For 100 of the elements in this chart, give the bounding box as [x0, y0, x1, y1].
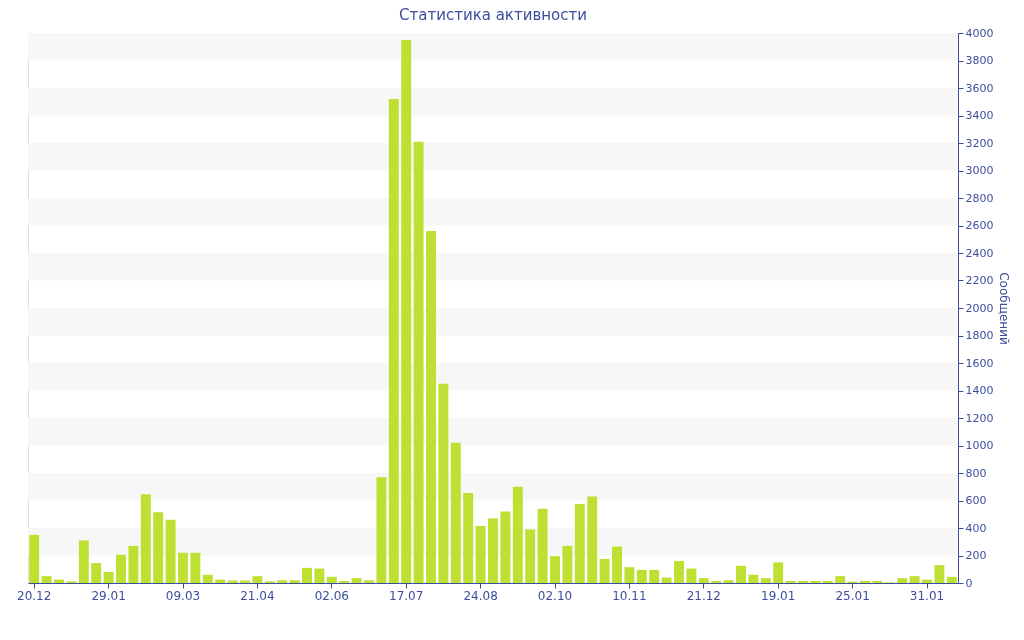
bar — [512, 486, 523, 583]
y-tick-label: 2400 — [965, 246, 994, 260]
bar — [636, 569, 647, 583]
y-tick-label: 1400 — [965, 384, 994, 397]
bar — [450, 442, 461, 583]
y-tick-label: 1800 — [965, 329, 994, 342]
x-tick-label: 31.01 — [909, 588, 945, 603]
y-tick-label: 4000 — [965, 26, 994, 40]
bar — [574, 503, 585, 583]
y-tick-label: 2800 — [965, 191, 994, 205]
bar — [500, 511, 511, 583]
bar — [711, 580, 722, 583]
bar — [835, 576, 846, 583]
bar — [810, 580, 821, 583]
x-tick-label: 29.01 — [91, 588, 126, 603]
y-tick-label: 600 — [965, 494, 987, 507]
bar — [29, 534, 40, 583]
bar — [909, 576, 920, 583]
bar — [599, 558, 610, 583]
bar — [946, 576, 957, 583]
y-tick-label: 3800 — [965, 54, 994, 67]
x-tick-label: 20.12 — [17, 588, 52, 603]
y-tick-label: 1600 — [965, 356, 994, 370]
bar — [277, 580, 288, 583]
bar — [562, 545, 573, 583]
bar — [674, 561, 684, 583]
bar — [252, 576, 263, 583]
y-tick-label: 2000 — [965, 301, 994, 315]
bar — [736, 565, 746, 583]
x-tick-label: 02.10 — [537, 588, 573, 603]
bar — [624, 567, 635, 583]
x-tick-label: 21.12 — [686, 588, 721, 603]
y-tick-label: 1200 — [965, 411, 994, 425]
bar — [822, 580, 833, 583]
bar — [785, 580, 796, 583]
bar — [475, 525, 486, 583]
y-tick-label: 1000 — [965, 439, 994, 452]
bar — [153, 512, 164, 583]
x-tick-label: 21.04 — [240, 588, 275, 603]
bar — [525, 529, 536, 583]
bar — [165, 519, 176, 583]
bar — [550, 556, 560, 583]
y-tick-label: 3200 — [965, 136, 994, 150]
bar — [41, 576, 52, 583]
bar — [934, 565, 945, 583]
bar — [339, 580, 350, 583]
bar — [78, 540, 89, 583]
bar — [723, 580, 734, 583]
bar — [376, 477, 387, 583]
x-tick-label: 02.06 — [314, 588, 349, 603]
y-tick-label: 3600 — [965, 81, 994, 95]
y-tick-label: 0 — [965, 576, 973, 590]
x-tick-label: 10.11 — [612, 588, 647, 603]
y-tick-label: 3000 — [965, 164, 994, 177]
x-tick-label: 09.03 — [165, 588, 201, 603]
bar — [314, 568, 325, 583]
bar — [463, 492, 474, 583]
bar — [897, 578, 908, 583]
bar — [438, 383, 449, 583]
x-tick-label: 17.07 — [389, 588, 424, 603]
y-axis-title: Сообщений — [997, 272, 1012, 345]
bar — [388, 99, 399, 583]
bar — [748, 574, 759, 583]
y-tick-label: 2600 — [965, 219, 994, 232]
bar — [91, 563, 102, 583]
bar — [773, 562, 784, 583]
bar — [413, 141, 424, 583]
x-tick-label: 24.08 — [463, 588, 498, 603]
y-tick-label: 3400 — [965, 109, 994, 122]
bar — [686, 568, 697, 583]
bar — [872, 580, 883, 583]
bar — [698, 578, 709, 583]
y-tick-label: 400 — [965, 521, 987, 535]
x-tick-label: 25.01 — [835, 588, 870, 603]
chart-title: Статистика активности — [399, 6, 587, 24]
bar — [202, 574, 213, 583]
bar — [190, 552, 201, 583]
bar — [364, 580, 374, 583]
bar — [401, 39, 412, 583]
bar — [760, 578, 771, 583]
y-tick-label: 2200 — [965, 274, 994, 287]
bar — [103, 572, 114, 583]
bar — [587, 496, 598, 583]
bar — [351, 578, 362, 583]
bar — [612, 546, 622, 583]
bar — [426, 231, 436, 583]
bar — [128, 545, 139, 583]
bar — [661, 577, 672, 583]
bar — [537, 508, 548, 583]
bar — [488, 518, 498, 583]
bar — [302, 567, 312, 583]
bar — [860, 580, 870, 583]
bar — [289, 580, 300, 583]
y-tick-label: 200 — [965, 549, 987, 562]
bar — [649, 569, 660, 583]
bar — [178, 552, 188, 583]
bar — [798, 580, 808, 583]
x-tick-label: 19.01 — [761, 588, 796, 603]
bar — [116, 554, 126, 583]
y-tick-label: 800 — [965, 466, 987, 480]
